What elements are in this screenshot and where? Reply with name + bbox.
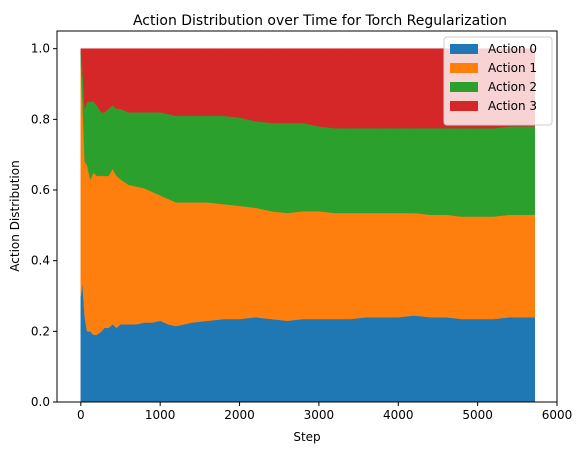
chart-title: Action Distribution over Time for Torch … (133, 13, 507, 29)
x-tick-label: 0 (77, 408, 85, 422)
x-tick-label: 4000 (383, 408, 414, 422)
y-axis: 0.0 0.2 0.4 0.6 0.8 1.0 (31, 42, 57, 409)
x-tick-label: 5000 (462, 408, 493, 422)
x-tick-label: 1000 (145, 408, 176, 422)
y-tick-label: 1.0 (31, 42, 50, 56)
legend-swatch (450, 82, 478, 92)
x-tick-label: 6000 (542, 408, 573, 422)
y-tick-label: 0.8 (31, 112, 50, 126)
x-axis: 0 1000 2000 3000 4000 5000 6000 (77, 402, 572, 422)
y-axis-label: Action Distribution (8, 160, 22, 271)
x-tick-label: 2000 (224, 408, 255, 422)
legend-label: Action 2 (488, 80, 537, 94)
legend-swatch (450, 44, 478, 54)
x-axis-label: Step (293, 430, 320, 444)
legend-label: Action 0 (488, 42, 537, 56)
y-tick-label: 0.0 (31, 395, 50, 409)
legend-label: Action 1 (488, 61, 537, 75)
y-tick-label: 0.4 (31, 254, 50, 268)
legend-swatch (450, 101, 478, 111)
plot-frame (56, 30, 558, 403)
plot-area (80, 48, 536, 403)
y-tick-label: 0.2 (31, 324, 50, 338)
legend: Action 0 Action 1 Action 2 Action 3 (443, 36, 553, 126)
legend-swatch (450, 63, 478, 73)
legend-label: Action 3 (488, 99, 537, 113)
x-tick-label: 3000 (304, 408, 335, 422)
y-tick-label: 0.6 (31, 183, 50, 197)
area-series-3 (80, 48, 536, 129)
